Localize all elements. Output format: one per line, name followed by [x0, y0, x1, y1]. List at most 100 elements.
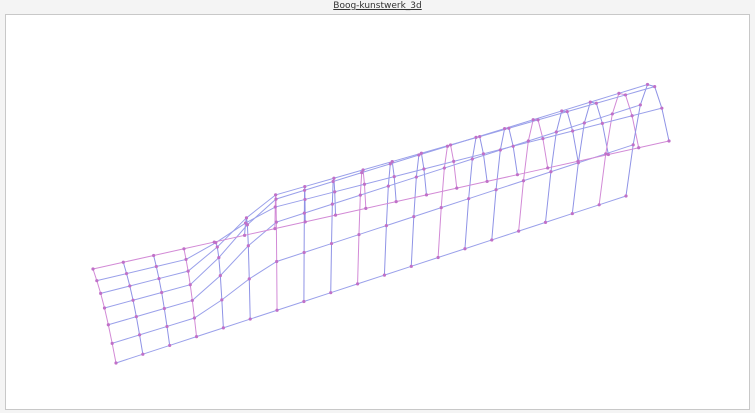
node — [274, 197, 278, 201]
node — [630, 114, 634, 118]
node — [394, 200, 398, 204]
node — [503, 126, 507, 131]
node — [358, 193, 362, 197]
node — [571, 129, 575, 133]
node — [511, 144, 515, 148]
purlin — [112, 144, 634, 344]
node — [536, 118, 540, 122]
node — [330, 202, 334, 206]
node — [600, 121, 604, 125]
node — [494, 188, 498, 192]
rib — [625, 83, 670, 197]
node — [604, 152, 608, 156]
node — [273, 226, 277, 231]
node — [275, 308, 279, 312]
node — [414, 175, 418, 179]
node — [653, 84, 657, 89]
node — [152, 253, 156, 258]
node — [481, 152, 486, 156]
node — [390, 159, 394, 164]
node — [517, 229, 521, 233]
node — [455, 186, 459, 190]
node — [162, 306, 166, 311]
node — [463, 247, 467, 251]
rib — [357, 168, 367, 284]
node — [515, 173, 520, 177]
node — [184, 257, 188, 262]
node — [274, 193, 278, 197]
node — [137, 333, 142, 337]
node — [565, 109, 569, 114]
node — [485, 179, 489, 184]
node — [355, 282, 360, 286]
node — [303, 197, 307, 202]
node — [332, 176, 336, 180]
node — [124, 271, 129, 276]
viewport — [5, 14, 750, 410]
node — [134, 315, 138, 319]
node — [576, 161, 580, 165]
node — [531, 118, 535, 122]
node — [106, 323, 110, 327]
node — [660, 106, 664, 110]
node — [361, 168, 365, 172]
node — [360, 171, 364, 175]
node — [452, 159, 456, 164]
node — [329, 291, 333, 295]
node — [192, 316, 197, 320]
purlin — [92, 140, 670, 270]
node — [392, 175, 396, 179]
node — [333, 190, 337, 194]
node — [220, 298, 224, 302]
node — [302, 299, 306, 304]
node — [448, 143, 453, 147]
node — [439, 206, 443, 210]
node — [554, 130, 558, 134]
node — [631, 143, 635, 147]
purlin — [96, 107, 662, 282]
node — [303, 220, 307, 224]
node — [194, 335, 199, 339]
node — [362, 182, 367, 186]
node — [419, 151, 424, 155]
rib — [303, 186, 306, 302]
node — [274, 220, 278, 224]
node — [212, 240, 216, 244]
wireframe-model — [91, 82, 671, 365]
node — [215, 245, 219, 249]
node — [302, 250, 306, 255]
node — [302, 188, 307, 192]
node — [302, 211, 306, 215]
node — [422, 167, 426, 171]
node — [638, 103, 642, 107]
node — [218, 273, 222, 278]
node — [243, 221, 248, 225]
node — [242, 233, 247, 237]
node — [275, 259, 279, 264]
node — [582, 121, 586, 125]
node — [560, 109, 564, 113]
node — [114, 361, 118, 365]
node — [244, 216, 249, 220]
purlin — [100, 86, 655, 294]
node — [474, 135, 478, 139]
rib — [214, 241, 224, 328]
node — [442, 166, 446, 170]
node — [110, 341, 114, 345]
node — [409, 264, 413, 268]
node — [102, 306, 107, 310]
node — [99, 291, 103, 296]
node — [131, 298, 135, 302]
node — [364, 206, 368, 210]
node — [186, 269, 190, 273]
node — [331, 179, 335, 184]
node — [637, 146, 641, 150]
node — [424, 193, 429, 197]
node — [247, 277, 251, 281]
node — [388, 162, 392, 166]
node — [606, 152, 610, 157]
node — [386, 184, 390, 188]
node — [617, 91, 621, 95]
node — [246, 244, 250, 248]
node — [412, 215, 416, 219]
